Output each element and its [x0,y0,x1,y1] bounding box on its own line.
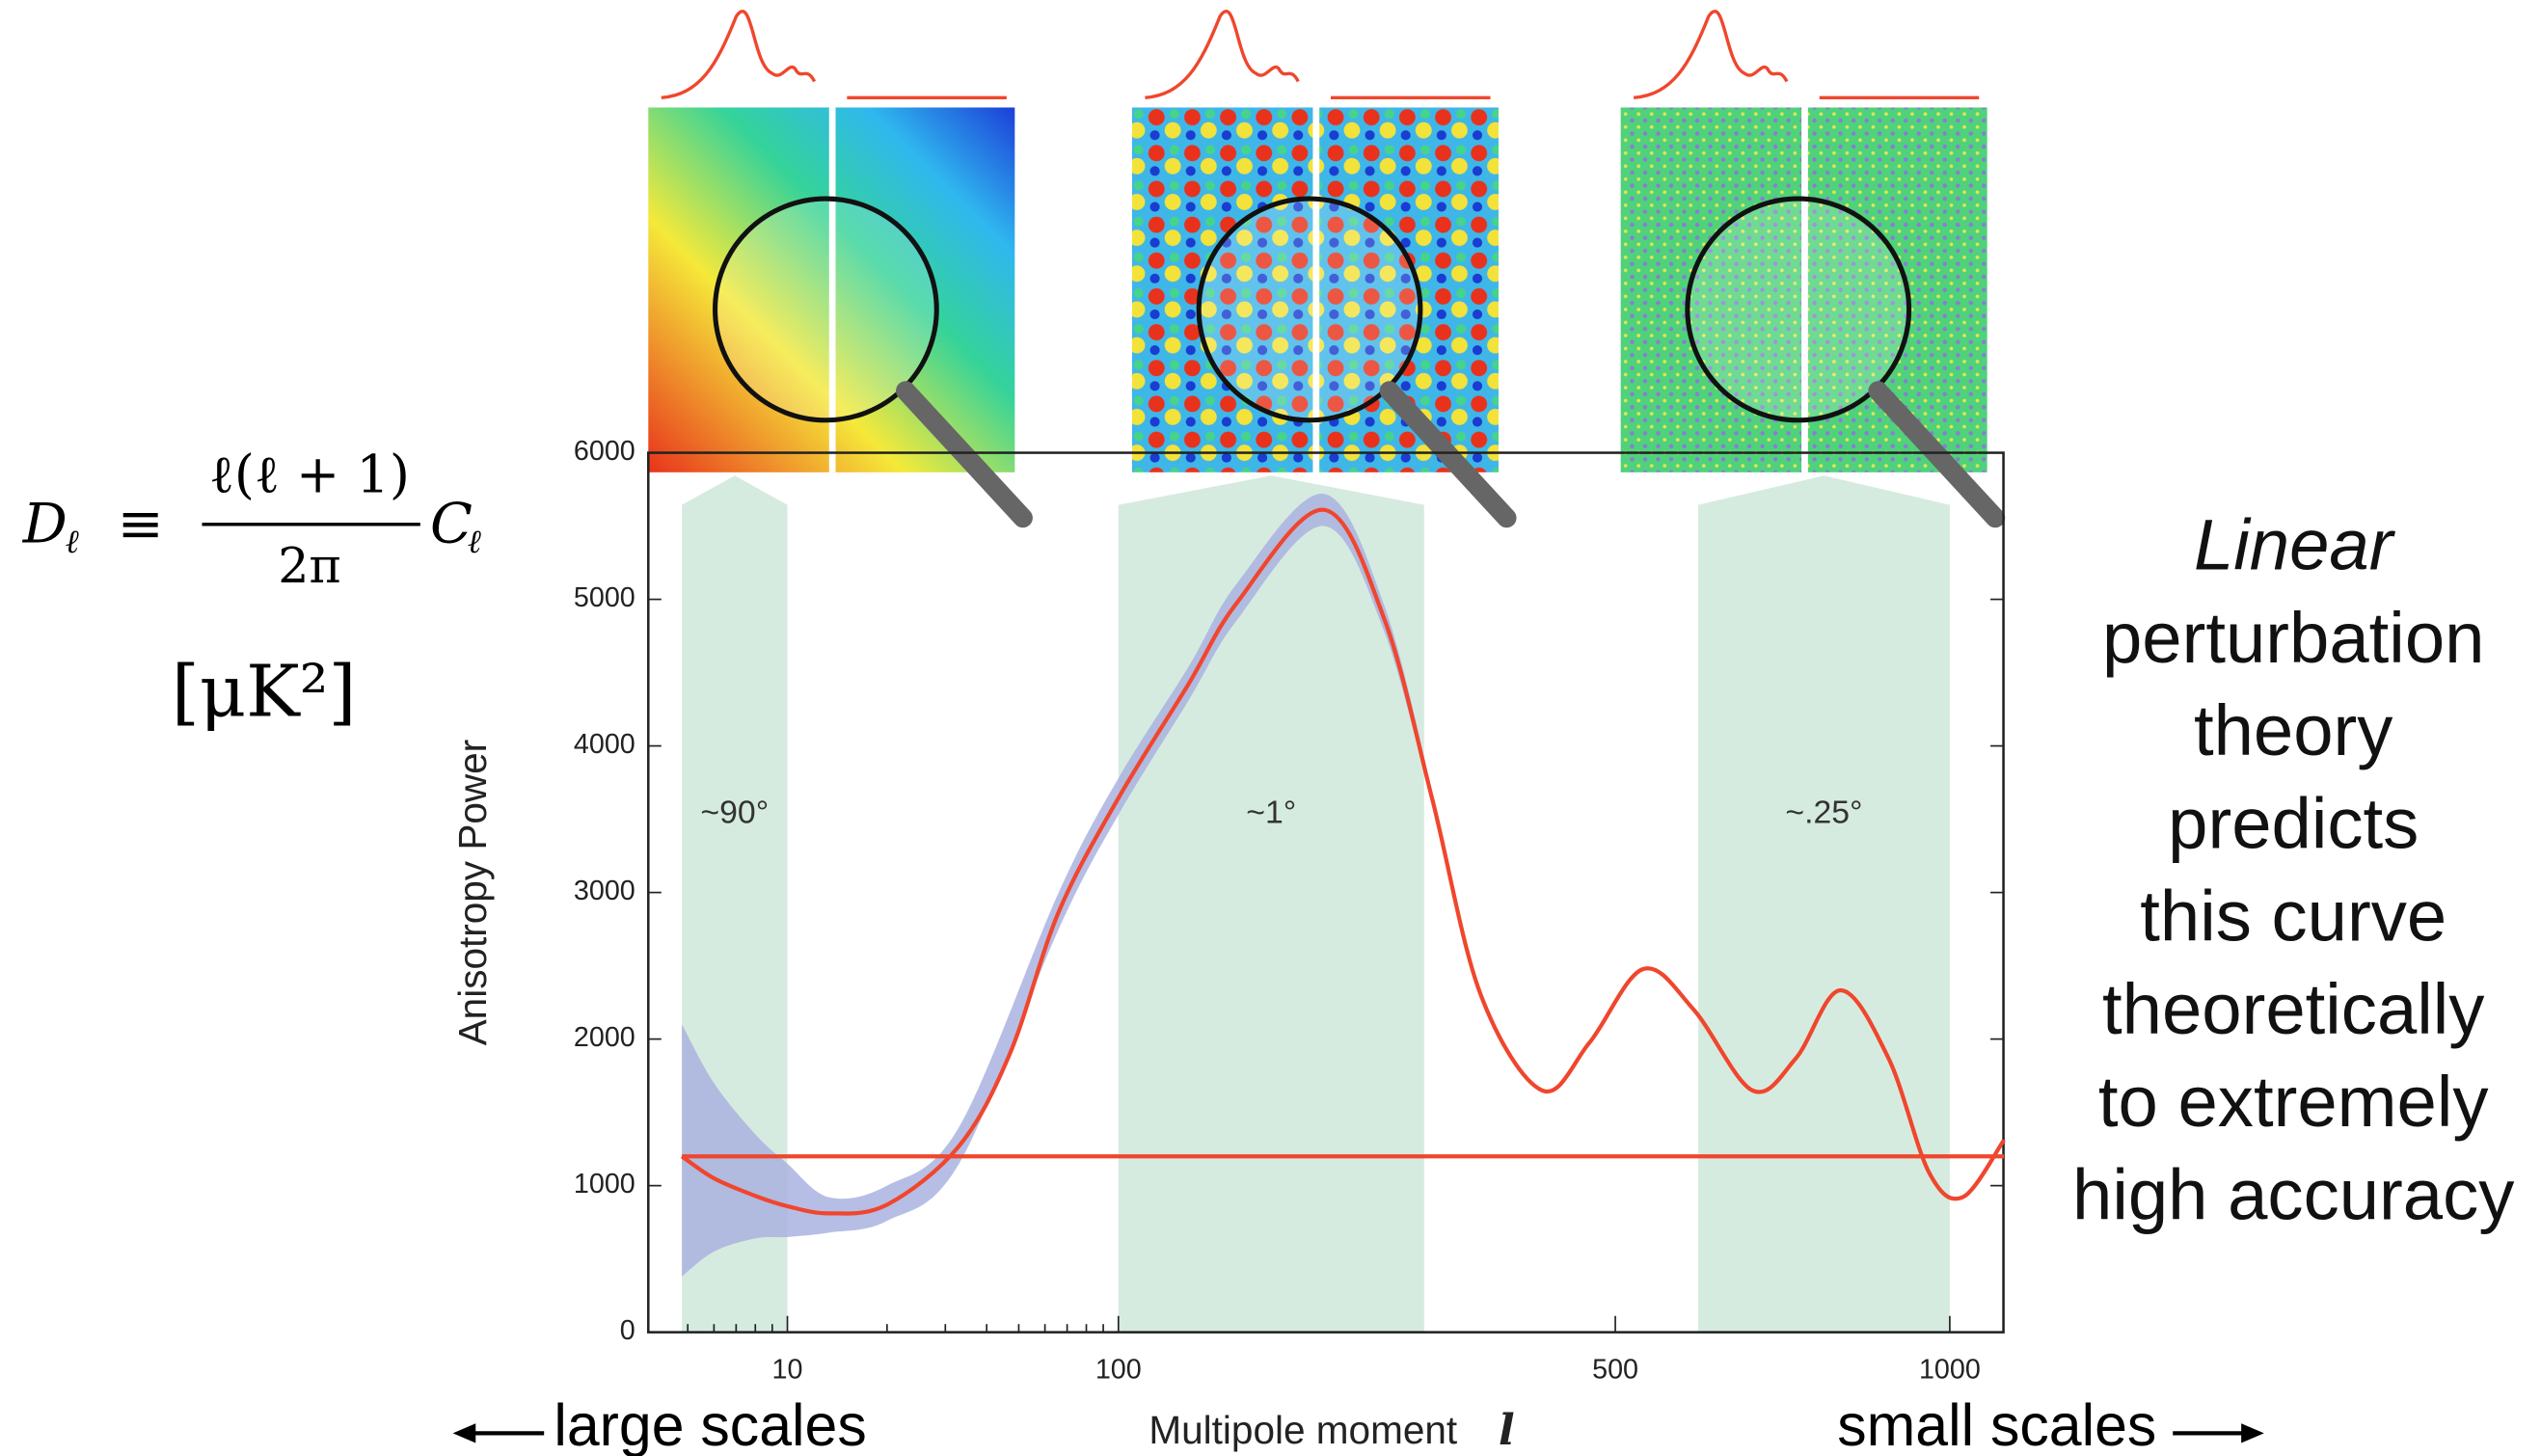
side-line: theory [2194,690,2393,770]
region-label: ~90° [700,794,769,830]
lens-handles [896,381,2006,528]
formula-rhs: C [430,491,473,555]
arrow-head [2241,1423,2264,1443]
lenses [713,196,1912,423]
formula-lhs-sub: ℓ [66,523,79,560]
x-axis-symbol: l [1499,1406,1515,1455]
y-tick-label: 0 [620,1315,635,1346]
formula-units: [μK²] [172,649,357,733]
side-line: theoretically [2102,969,2484,1049]
y-tick-label: 1000 [574,1169,635,1200]
side-line: predicts [2168,783,2419,863]
x-axis-label: Multipole moment [1149,1408,1457,1452]
scale-region [1698,475,1950,1333]
y-tick-label: 3000 [574,876,635,906]
x-tick-label: 100 [1095,1355,1142,1386]
magnifier-panels [648,10,2006,528]
y-tick-label: 6000 [574,436,635,467]
y-tick-label: 2000 [574,1022,635,1053]
formula-equiv: ≡ [118,491,164,555]
y-tick-label: 4000 [574,729,635,760]
y-axis-label: Anisotropy Power [450,740,495,1046]
formula-lhs: D [22,491,68,555]
scale-labels: large scales small scales [452,1392,2264,1456]
scale-label-left: large scales [554,1392,866,1456]
side-emphasis: Linear [2194,505,2396,585]
region-label: ~.25° [1785,794,1862,830]
side-line: to extremely [2098,1062,2489,1142]
mini-curves [661,10,1980,100]
formula-numerator: ℓ(ℓ + 1) [209,445,410,505]
side-line: perturbation [2102,598,2485,678]
formula-denominator: 2π [278,537,341,594]
y-tick-label: 5000 [574,582,635,613]
arrow-head [452,1423,476,1443]
formula: D ℓ ≡ ℓ(ℓ + 1) 2π C ℓ [μK²] [22,445,481,734]
scale-label-right: small scales [1837,1392,2156,1456]
side-line: this curve [2140,876,2446,957]
x-tick-label: 500 [1592,1355,1638,1386]
chart: ~90° ~1° ~.25° 0 1000 2000 3000 4000 5000 6000 10 1… [450,436,2006,1455]
series-line [680,507,2006,1216]
x-tick-label: 10 [772,1355,803,1386]
formula-rhs-sub: ℓ [468,523,481,560]
region-label: ~1° [1246,794,1296,830]
side-text: Linear perturbation theory predicts this cu… [2072,505,2514,1235]
x-tick-label: 1000 [1919,1355,1981,1386]
panel-dividers [828,107,1808,472]
side-line: high accuracy [2072,1154,2514,1234]
